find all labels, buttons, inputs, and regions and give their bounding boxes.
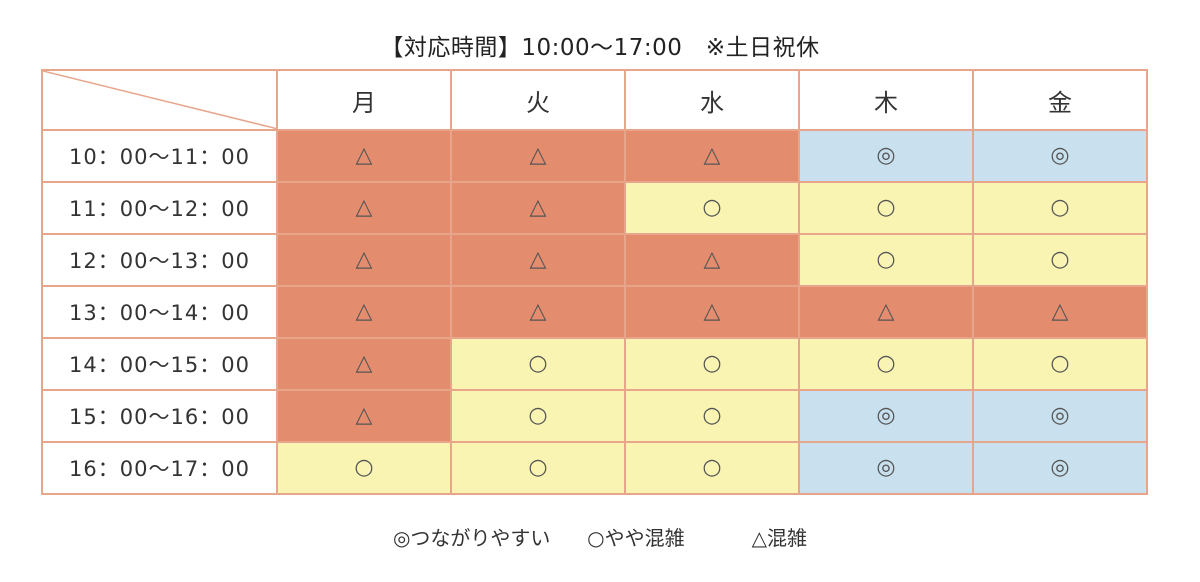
table-row: 15：00〜16：00 △ ○ ○ ◎ ◎ bbox=[41, 389, 1148, 443]
table-row: 10：00〜11：00 △ △ △ ◎ ◎ bbox=[41, 129, 1148, 183]
crowded-symbol: △ bbox=[703, 143, 721, 168]
status-cell-wed: ○ bbox=[624, 337, 800, 391]
status-cell-thu: ◎ bbox=[798, 389, 974, 443]
crowded-symbol: △ bbox=[355, 351, 373, 376]
crowded-symbol: △ bbox=[529, 143, 547, 168]
crowded-symbol: △ bbox=[355, 299, 373, 324]
somewhat-symbol: ○ bbox=[354, 455, 374, 480]
status-cell-tue: ○ bbox=[450, 441, 626, 495]
status-cell-wed: △ bbox=[624, 129, 800, 183]
status-cell-fri: ◎ bbox=[972, 441, 1148, 495]
status-cell-thu: △ bbox=[798, 285, 974, 339]
easy-symbol: ◎ bbox=[1050, 143, 1070, 168]
somewhat-symbol: ○ bbox=[876, 195, 896, 220]
easy-symbol: ◎ bbox=[876, 403, 896, 428]
page-title: 【対応時間】10:00〜17:00 ※土日祝休 bbox=[380, 35, 820, 61]
status-cell-tue: ○ bbox=[450, 389, 626, 443]
crowded-symbol: △ bbox=[355, 195, 373, 220]
status-cell-fri: ○ bbox=[972, 181, 1148, 235]
status-cell-thu: ○ bbox=[798, 181, 974, 235]
somewhat-symbol: ○ bbox=[1050, 195, 1070, 220]
somewhat-symbol: ○ bbox=[702, 455, 722, 480]
time-slot-label: 16：00〜17：00 bbox=[41, 441, 278, 495]
time-slot-label: 13：00〜14：00 bbox=[41, 285, 278, 339]
somewhat-symbol: ○ bbox=[876, 247, 896, 272]
easy-symbol: ◎ bbox=[876, 143, 896, 168]
day-header-thu: 木 bbox=[798, 69, 974, 131]
status-cell-fri: ◎ bbox=[972, 389, 1148, 443]
status-cell-mon: ○ bbox=[276, 441, 452, 495]
crowded-symbol: △ bbox=[877, 299, 895, 324]
availability-table: 月 火 水 木 金 10：00〜11：00 △ △ △ ◎ ◎ 11：00〜12：00 △ △ ○… bbox=[41, 69, 1148, 495]
somewhat-symbol: ○ bbox=[528, 403, 548, 428]
time-slot-label: 11：00〜12：00 bbox=[41, 181, 278, 235]
easy-symbol: ◎ bbox=[876, 455, 896, 480]
crowded-symbol: △ bbox=[703, 247, 721, 272]
somewhat-symbol: ○ bbox=[702, 195, 722, 220]
status-cell-tue: △ bbox=[450, 285, 626, 339]
crowded-symbol: △ bbox=[1051, 299, 1069, 324]
status-cell-wed: △ bbox=[624, 285, 800, 339]
status-cell-fri: △ bbox=[972, 285, 1148, 339]
legend-easy: ◎つながりやすい bbox=[392, 526, 551, 550]
legend: ◎つながりやすい ○やや混雑 △混雑 bbox=[0, 522, 1200, 551]
somewhat-symbol: ○ bbox=[528, 455, 548, 480]
time-slot-label: 15：00〜16：00 bbox=[41, 389, 278, 443]
crowded-symbol: △ bbox=[355, 247, 373, 272]
crowded-symbol: △ bbox=[529, 247, 547, 272]
header-row: 月 火 水 木 金 bbox=[41, 69, 1148, 131]
status-cell-wed: ○ bbox=[624, 389, 800, 443]
status-cell-thu: ○ bbox=[798, 233, 974, 287]
status-cell-thu: ◎ bbox=[798, 441, 974, 495]
status-cell-wed: ○ bbox=[624, 441, 800, 495]
time-slot-label: 10：00〜11：00 bbox=[41, 129, 278, 183]
time-slot-label: 14：00〜15：00 bbox=[41, 337, 278, 391]
crowded-symbol: △ bbox=[529, 195, 547, 220]
day-header-wed: 水 bbox=[624, 69, 800, 131]
status-cell-tue: ○ bbox=[450, 337, 626, 391]
legend-somewhat: ○やや混雑 bbox=[587, 526, 685, 550]
status-cell-mon: △ bbox=[276, 233, 452, 287]
somewhat-symbol: ○ bbox=[1050, 351, 1070, 376]
status-cell-wed: ○ bbox=[624, 181, 800, 235]
crowded-symbol: △ bbox=[355, 143, 373, 168]
status-cell-tue: △ bbox=[450, 129, 626, 183]
table-row: 13：00〜14：00 △ △ △ △ △ bbox=[41, 285, 1148, 339]
time-slot-label: 12：00〜13：00 bbox=[41, 233, 278, 287]
somewhat-symbol: ○ bbox=[1050, 247, 1070, 272]
somewhat-symbol: ○ bbox=[876, 351, 896, 376]
somewhat-symbol: ○ bbox=[702, 351, 722, 376]
status-cell-mon: △ bbox=[276, 129, 452, 183]
status-cell-tue: △ bbox=[450, 233, 626, 287]
table-row: 14：00〜15：00 △ ○ ○ ○ ○ bbox=[41, 337, 1148, 391]
crowded-symbol: △ bbox=[529, 299, 547, 324]
diagonal-line bbox=[43, 71, 278, 129]
status-cell-mon: △ bbox=[276, 337, 452, 391]
crowded-symbol: △ bbox=[355, 403, 373, 428]
legend-crowded: △混雑 bbox=[751, 526, 808, 550]
day-header-mon: 月 bbox=[276, 69, 452, 131]
somewhat-symbol: ○ bbox=[528, 351, 548, 376]
somewhat-symbol: ○ bbox=[702, 403, 722, 428]
status-cell-mon: △ bbox=[276, 181, 452, 235]
status-cell-fri: ○ bbox=[972, 233, 1148, 287]
table-row: 12：00〜13：00 △ △ △ ○ ○ bbox=[41, 233, 1148, 287]
crowded-symbol: △ bbox=[703, 299, 721, 324]
status-cell-wed: △ bbox=[624, 233, 800, 287]
status-cell-fri: ◎ bbox=[972, 129, 1148, 183]
status-cell-fri: ○ bbox=[972, 337, 1148, 391]
table-row: 16：00〜17：00 ○ ○ ○ ◎ ◎ bbox=[41, 441, 1148, 495]
status-cell-tue: △ bbox=[450, 181, 626, 235]
easy-symbol: ◎ bbox=[1050, 455, 1070, 480]
status-cell-thu: ○ bbox=[798, 337, 974, 391]
status-cell-thu: ◎ bbox=[798, 129, 974, 183]
easy-symbol: ◎ bbox=[1050, 403, 1070, 428]
status-cell-mon: △ bbox=[276, 389, 452, 443]
corner-cell bbox=[41, 69, 278, 131]
status-cell-mon: △ bbox=[276, 285, 452, 339]
table-row: 11：00〜12：00 △ △ ○ ○ ○ bbox=[41, 181, 1148, 235]
day-header-fri: 金 bbox=[972, 69, 1148, 131]
day-header-tue: 火 bbox=[450, 69, 626, 131]
